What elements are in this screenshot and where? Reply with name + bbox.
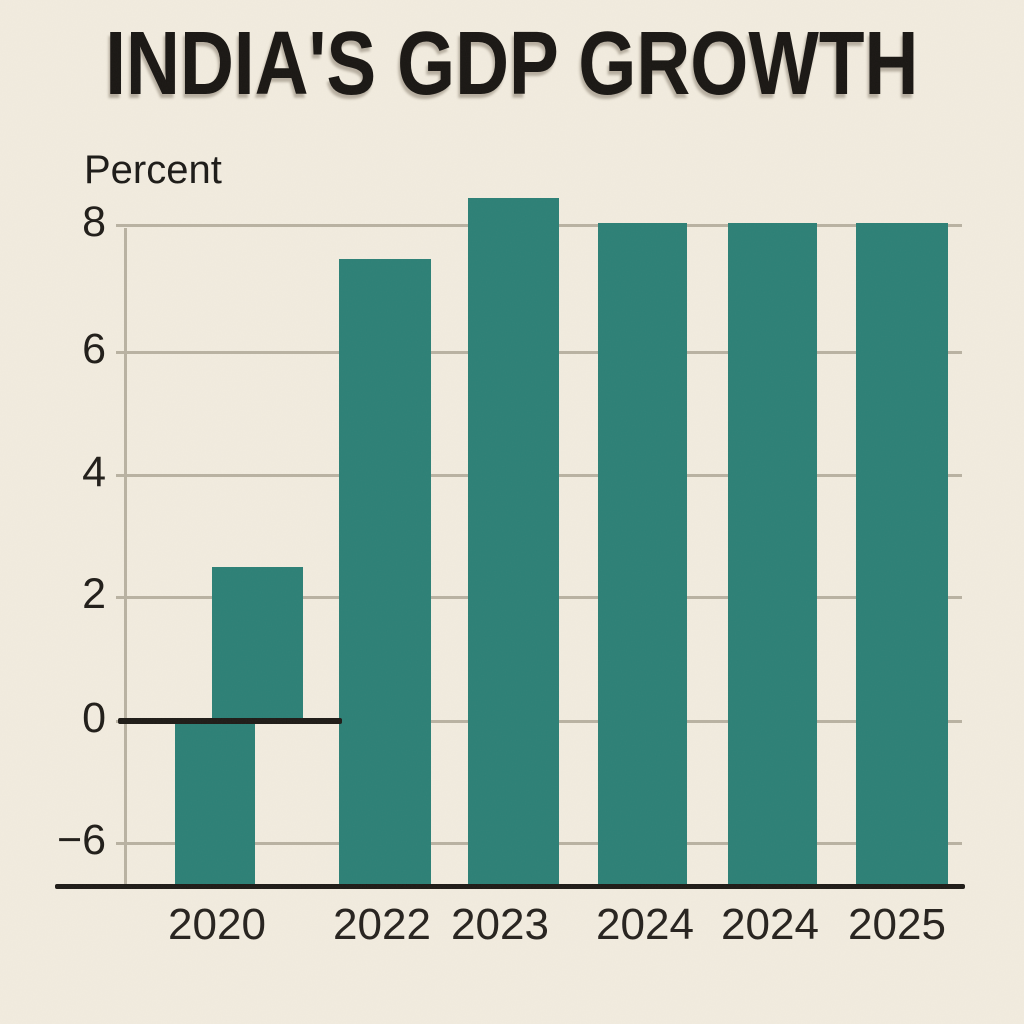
bar-2025: [856, 223, 948, 885]
x-axis-baseline: [55, 884, 965, 889]
bar-2024: [728, 223, 817, 885]
chart-title-text: INDIA'S GDP GROWTH: [105, 14, 919, 114]
y-tick-label-2: 2: [82, 570, 106, 618]
bar-2023: [468, 198, 559, 885]
y-tick-label-6: 6: [82, 325, 106, 373]
x-tick-label-2025-5: 2025: [848, 900, 946, 949]
bar-2022: [339, 259, 431, 885]
chart-title: INDIA'S GDP GROWTH: [0, 14, 1024, 114]
y-axis-title: Percent: [84, 148, 222, 192]
x-tick-label-2020-0: 2020: [168, 900, 266, 949]
bar-2020-negative: [175, 721, 255, 885]
y-tick-label-0: 0: [82, 694, 106, 742]
y-tick-label-4: 4: [82, 448, 106, 496]
y-tick-label-8: 8: [82, 198, 106, 246]
bar-2020: [212, 567, 303, 721]
y-axis-line: [124, 228, 127, 886]
zero-axis-line: [118, 718, 342, 724]
y-tick-label--6: −6: [56, 816, 106, 864]
bar-2024: [598, 223, 687, 885]
